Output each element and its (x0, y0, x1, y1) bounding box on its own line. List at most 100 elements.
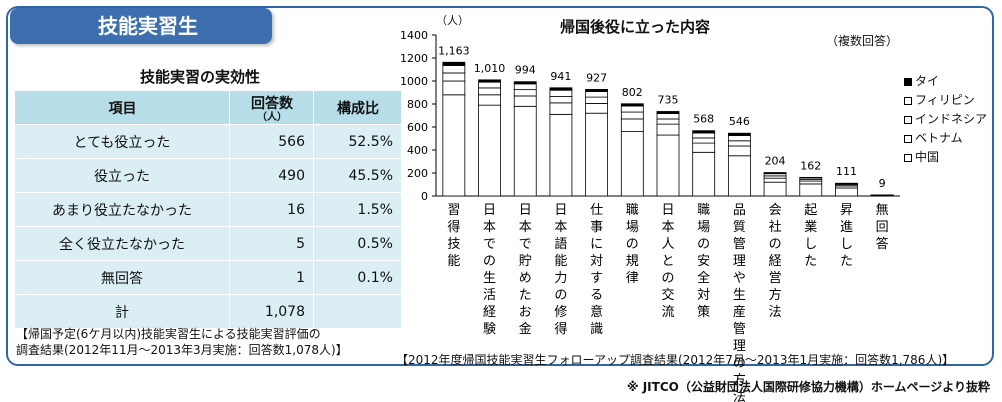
bar-total-label: 1,010 (474, 62, 506, 75)
legend-label: ベトナム (915, 131, 963, 145)
bar-total-label: 204 (765, 155, 786, 168)
legend-swatch (904, 153, 912, 162)
legend-swatch (904, 77, 912, 86)
x-category-label-char: し (840, 237, 853, 252)
bar-segment (692, 130, 716, 134)
bar-segment (727, 140, 751, 147)
x-category-label-char: 仕 (590, 203, 603, 218)
x-category-label-char: 方 (769, 287, 782, 303)
x-category-label-char: た (840, 254, 853, 269)
effect-table-row: 計 1,078 (14, 294, 402, 329)
bar-segment (620, 111, 644, 120)
legend-item: 中国 (904, 148, 987, 167)
x-category-label-char: で (483, 237, 496, 252)
bar-segment (585, 96, 609, 104)
left-survey-note: 【帰国予定(6ケ月以内)技能実習生による技能実習評価の 調査結果(2012年11… (16, 326, 348, 358)
x-category-label-char: 進 (840, 220, 853, 235)
x-category-label-char: 回 (876, 220, 889, 235)
x-category-label-char: 得 (447, 219, 460, 235)
x-category-label-char: 社 (769, 219, 782, 235)
x-category-label-char: 経 (483, 305, 496, 320)
bar-segment (585, 112, 609, 197)
x-category-label-char: 流 (661, 305, 674, 320)
chart-subtitle: （複数回答） (826, 34, 899, 48)
x-category-label-char: に (590, 237, 603, 252)
effect-table-title: 技能実習の実効性 (139, 68, 260, 86)
y-tick-label: 1000 (400, 75, 428, 88)
x-category-label-char: 全 (697, 270, 710, 286)
x-category-label-char: 品 (733, 203, 746, 218)
x-category-label-char: 識 (590, 322, 603, 337)
effect-table-cell: 全く役立たなかった (14, 226, 230, 261)
bar-segment (692, 151, 716, 197)
x-category-label-char: 事 (590, 220, 603, 235)
right-survey-note: 【2012年度帰国技能実習生フォローアップ調査結果(2012年7月～2013年1… (396, 353, 955, 367)
x-category-label-char: 技 (447, 237, 460, 252)
bar-segment (585, 88, 609, 92)
x-category-label-char: 日 (554, 203, 567, 218)
x-category-label-char: と (661, 254, 674, 269)
bar-segment (442, 80, 466, 96)
effect-table-cell: 52.5% (313, 124, 402, 159)
effect-table-row: あまり役立たなかった 16 1.5% (14, 192, 402, 227)
bar-segment (513, 95, 537, 107)
legend-swatch (904, 96, 912, 105)
x-category-label-char: 質 (733, 220, 746, 235)
effect-table: 項目 回答数 （人） 構成比 とても役立った 566 52.5% 役立った 490 45.5% あま… (14, 90, 402, 329)
chart-title: 帰国後役に立った内容 (560, 18, 711, 36)
x-category-label-char: 本 (554, 220, 567, 235)
bar-total-label: 546 (729, 115, 750, 128)
bar-segment (585, 103, 609, 114)
effect-table-header-cell: 回答数 （人） (229, 90, 314, 125)
effect-table-cell: 無回答 (14, 260, 230, 295)
x-category-label-char: 活 (483, 288, 496, 303)
x-category-label-char: 答 (876, 236, 889, 252)
effect-table-header-cell: 構成比 (313, 90, 402, 125)
chart-legend: タイ フィリピン インドネシア ベトナム 中国 (904, 72, 987, 167)
bar-segment (442, 65, 466, 74)
effect-table-cell: 0.5% (313, 226, 402, 261)
legend-item: タイ (904, 72, 987, 91)
x-category-label-char: 業 (804, 219, 817, 235)
x-category-label-char: 日 (483, 203, 496, 218)
bar-segment (692, 132, 716, 139)
legend-label: 中国 (915, 150, 940, 164)
bar-segment (799, 180, 823, 185)
y-tick-label: 800 (407, 98, 428, 111)
effect-table-row: 無回答 1 0.1% (14, 260, 402, 295)
x-category-label-char: 験 (483, 322, 496, 337)
bar-segment (656, 111, 680, 114)
bar-segment (478, 94, 501, 106)
effect-table-cell: 1,078 (229, 294, 314, 329)
effect-table-cell: とても役立った (14, 124, 230, 159)
x-category-label-char: た (804, 254, 817, 269)
legend-swatch (904, 134, 912, 143)
effect-table-header-cell: 項目 (14, 90, 230, 125)
x-category-label-char: 対 (590, 254, 603, 269)
x-category-label-char: 本 (661, 220, 674, 235)
bar-segment (656, 118, 680, 125)
legend-item: フィリピン (904, 91, 987, 110)
x-category-label-char: 法 (733, 390, 746, 402)
x-category-label-char: 本 (483, 220, 496, 235)
x-category-label-char: 貯 (519, 254, 532, 269)
effect-table-header: 項目 回答数 （人） 構成比 (14, 90, 402, 125)
x-category-label-char: め (519, 271, 532, 286)
x-category-label-char: 経 (769, 254, 782, 269)
x-category-label-char: で (519, 237, 532, 252)
bar-segment (727, 132, 751, 136)
left-note-line-2: 調査結果(2012年11月～2013年3月実施：回答数1,078人)】 (16, 343, 348, 357)
x-category-label-char: 能 (554, 254, 567, 269)
bar-segment (513, 105, 537, 197)
bar-segment (549, 89, 573, 97)
x-category-label-char: 人 (661, 237, 674, 252)
x-category-label-char: 安 (697, 254, 710, 269)
bar-segment (656, 123, 680, 136)
bar-total-label: 994 (515, 64, 536, 77)
x-category-label-char: 習 (447, 203, 460, 218)
bar-segment (478, 104, 501, 197)
bar-segment (656, 113, 680, 120)
x-category-label-char: 本 (519, 220, 532, 235)
x-category-label-char: 能 (447, 254, 460, 269)
